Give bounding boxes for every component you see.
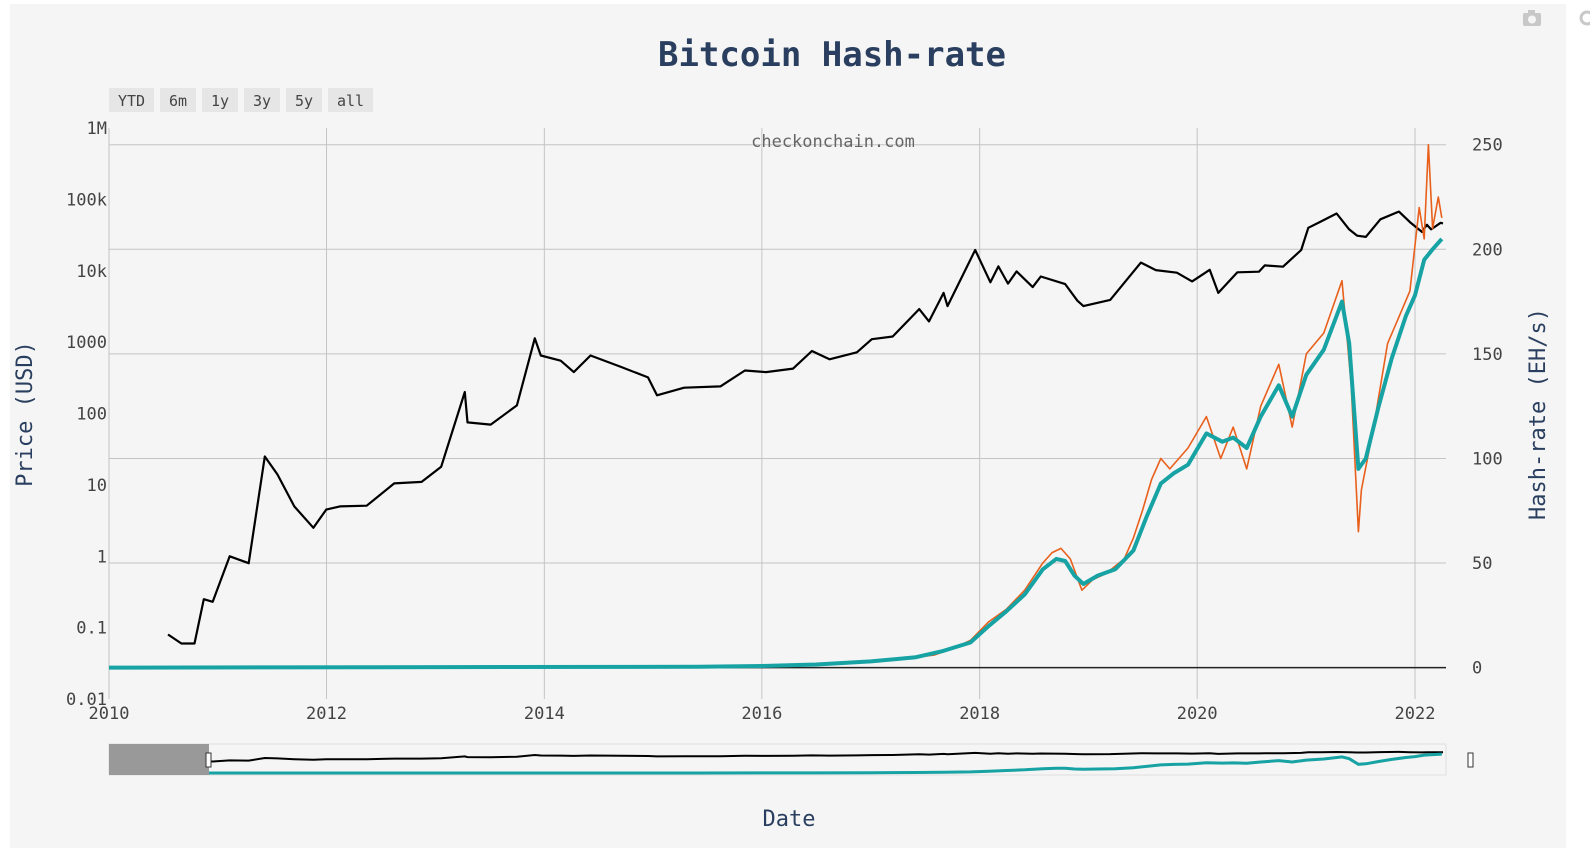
range-slider-hashrate (109, 752, 1442, 775)
range-button-5y[interactable]: 5y (286, 88, 322, 112)
range-button-label[interactable]: YTD (118, 92, 145, 110)
range-button-label[interactable]: all (337, 92, 364, 110)
y-left-tick-label: 10k (76, 262, 107, 282)
range-button-all[interactable]: all (328, 88, 373, 112)
y-left-tick-label: 10 (87, 476, 107, 496)
range-selector: YTD 6m 1y 3y 5y all (109, 88, 373, 112)
range-button-label[interactable]: 3y (253, 92, 271, 110)
x-axis-label: Date (763, 807, 816, 832)
settings-icon[interactable] (1579, 10, 1590, 26)
range-button-bg[interactable] (286, 88, 322, 112)
y-axis-right-label: Hash-rate (EH/s) (1526, 308, 1551, 520)
y-left-tick-label: 1 (97, 547, 107, 567)
series-hashrate_ma (108, 237, 1444, 670)
range-slider[interactable] (108, 743, 1474, 776)
x-tick-label: 2020 (1177, 704, 1218, 724)
range-button-ytd[interactable]: YTD (109, 88, 154, 112)
plot-area (108, 143, 1444, 670)
watermark: checkonchain.com (751, 132, 915, 152)
range-button-bg[interactable] (109, 88, 154, 112)
series-price (167, 210, 1444, 645)
x-tick-label: 2018 (959, 704, 1000, 724)
range-button-bg[interactable] (160, 88, 196, 112)
y-right-tick-label: 0 (1472, 659, 1482, 679)
gridlines (108, 128, 1446, 699)
chart-background (10, 4, 1566, 848)
range-button-3y[interactable]: 3y (244, 88, 280, 112)
x-tick-label: 2022 (1395, 704, 1436, 724)
range-button-6m[interactable]: 6m (160, 88, 196, 112)
y-right-tick-label: 250 (1472, 136, 1503, 156)
y-left-tick-label: 100 (76, 405, 107, 425)
x-tick-label: 2010 (89, 704, 130, 724)
range-slider-right-handle[interactable] (1467, 752, 1474, 768)
y-axis-left-ticks: 0.01 0.1 1 10 100 1000 10k 100k 1M (66, 119, 107, 710)
y-left-tick-label: 1M (87, 119, 107, 139)
y-left-tick-label: 100k (66, 190, 107, 210)
range-button-bg[interactable] (328, 88, 373, 112)
x-tick-label: 2012 (306, 704, 347, 724)
x-axis-ticks: 2010 2012 2014 2016 2018 2020 2022 (89, 704, 1436, 724)
x-tick-label: 2016 (741, 704, 782, 724)
range-slider-mask (109, 744, 209, 775)
y-axis-right-ticks: 0 50 100 150 200 250 (1472, 136, 1503, 679)
y-right-tick-label: 200 (1472, 240, 1503, 260)
range-button-bg[interactable] (244, 88, 280, 112)
camera-icon[interactable] (1523, 10, 1541, 26)
range-button-label[interactable]: 5y (295, 92, 313, 110)
y-left-tick-label: 0.01 (66, 690, 107, 710)
y-right-tick-label: 50 (1472, 554, 1492, 574)
y-right-tick-label: 100 (1472, 449, 1503, 469)
range-button-label[interactable]: 6m (169, 92, 187, 110)
y-left-tick-label: 1000 (66, 333, 107, 353)
y-axis-left-label: Price (USD) (13, 341, 38, 487)
range-button-1y[interactable]: 1y (202, 88, 238, 112)
chart-title: Bitcoin Hash-rate (658, 35, 1006, 75)
range-button-label[interactable]: 1y (211, 92, 229, 110)
y-right-tick-label: 150 (1472, 345, 1503, 365)
x-tick-label: 2014 (524, 704, 565, 724)
y-left-tick-label: 0.1 (76, 619, 107, 639)
range-slider-price (167, 750, 1443, 764)
range-button-bg[interactable] (202, 88, 238, 112)
range-slider-left-handle[interactable] (205, 752, 212, 768)
